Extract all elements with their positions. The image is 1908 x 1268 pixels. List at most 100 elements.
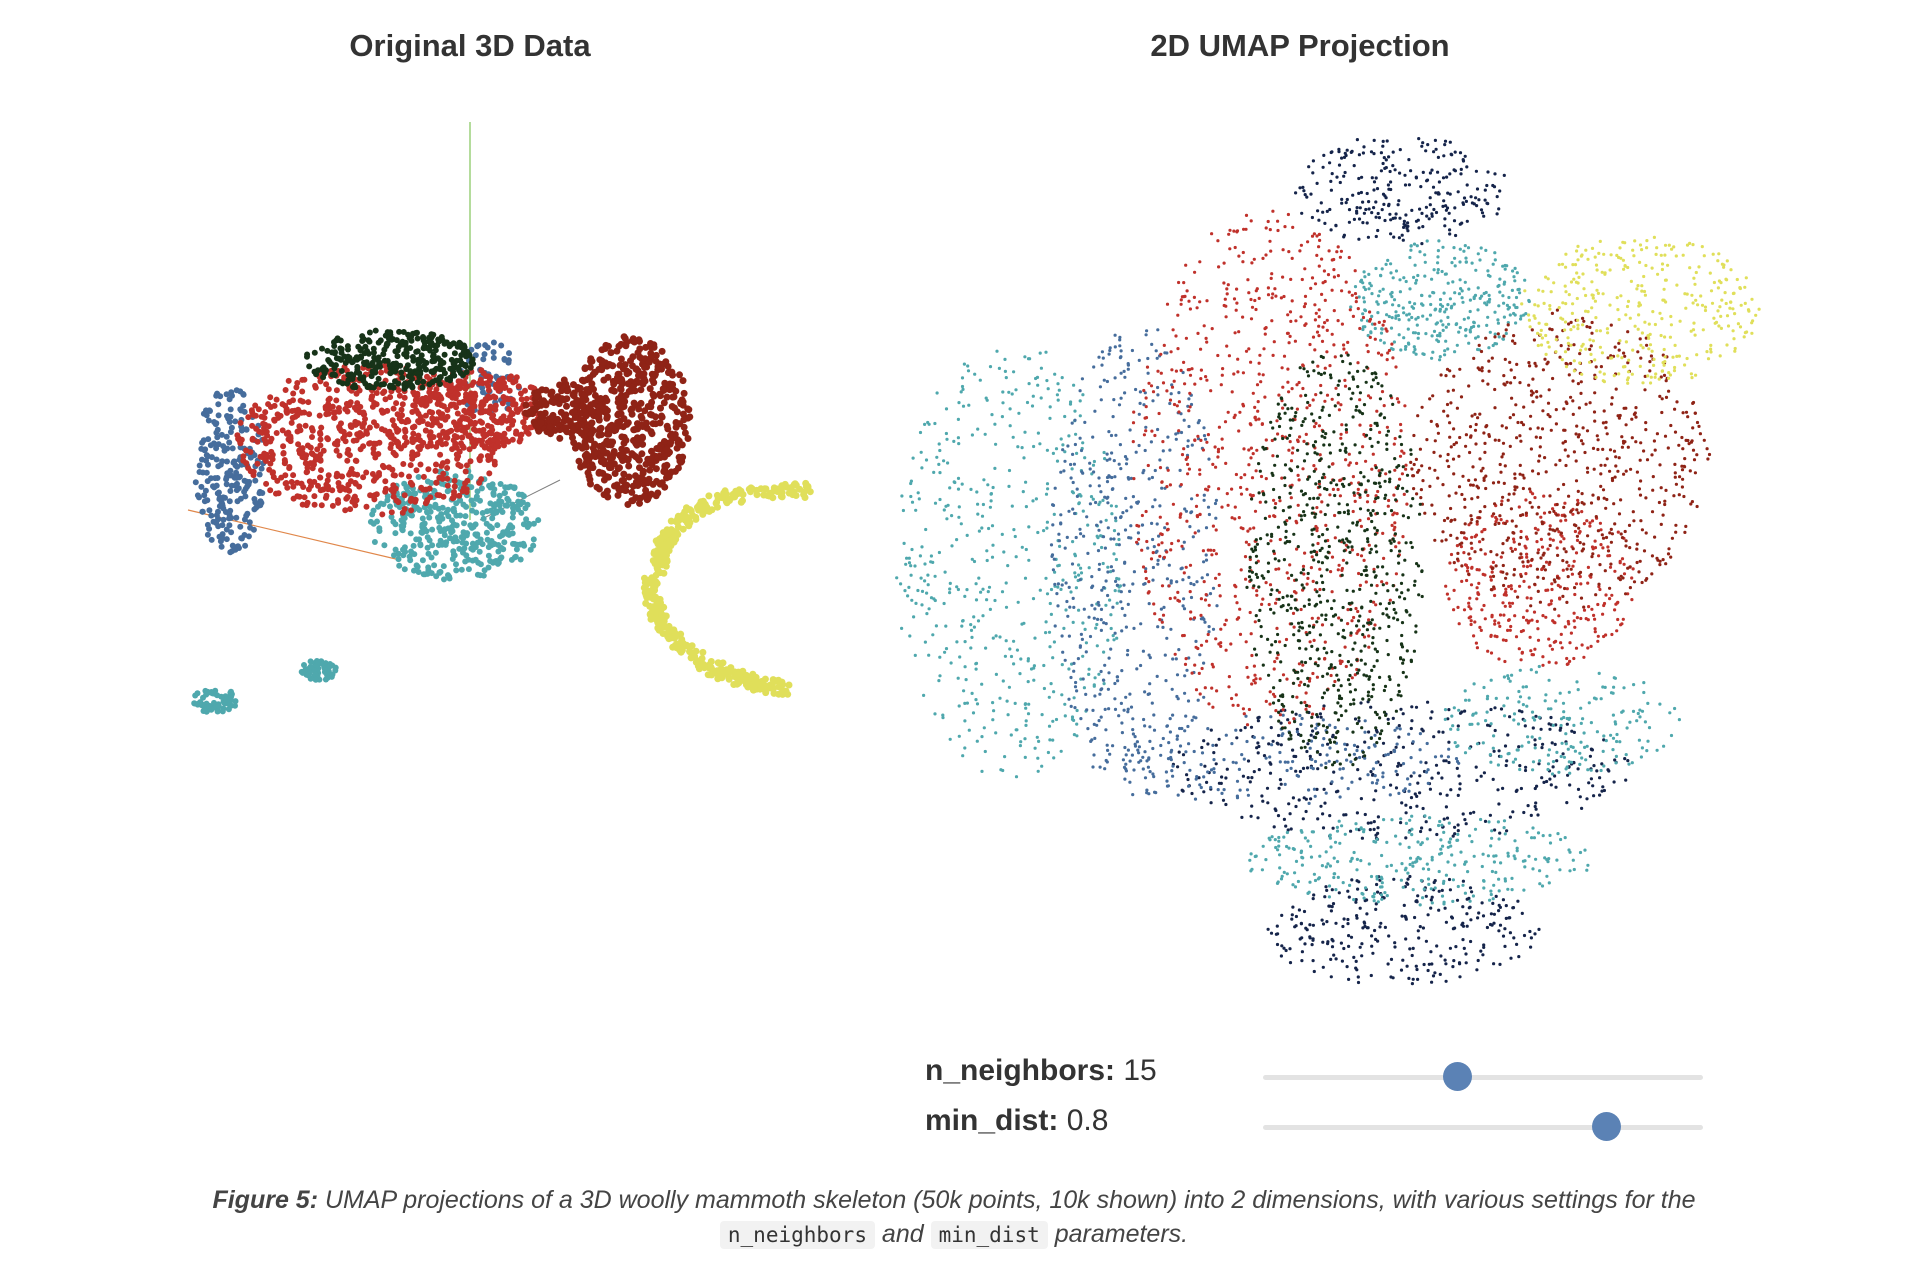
data-point <box>294 412 301 419</box>
data-point <box>501 539 508 546</box>
data-point <box>1464 961 1468 965</box>
data-point <box>1370 211 1374 215</box>
data-point <box>242 485 249 492</box>
data-point <box>1502 173 1506 177</box>
data-point <box>388 441 395 448</box>
data-point <box>1515 942 1519 947</box>
data-point <box>1355 914 1359 918</box>
data-point <box>1534 801 1538 805</box>
data-point <box>1277 786 1281 790</box>
data-point <box>1406 221 1410 225</box>
data-point <box>654 540 662 548</box>
data-point <box>1203 764 1207 768</box>
data-point <box>387 384 393 390</box>
data-point <box>1376 826 1380 830</box>
data-point <box>365 362 372 369</box>
data-point <box>1347 208 1352 212</box>
data-point <box>413 398 420 405</box>
data-point <box>459 360 465 367</box>
data-point <box>1354 959 1358 964</box>
data-point <box>1469 939 1473 944</box>
data-point <box>490 491 497 498</box>
data-point <box>279 427 286 434</box>
data-point <box>413 467 420 474</box>
data-point <box>523 516 530 523</box>
data-point <box>418 352 425 359</box>
data-point <box>629 383 636 391</box>
data-point <box>344 486 350 493</box>
data-point <box>330 349 337 356</box>
data-point <box>1311 923 1315 927</box>
data-point <box>345 371 352 378</box>
data-point <box>1310 943 1314 947</box>
data-point <box>1321 812 1325 816</box>
data-point <box>336 408 343 415</box>
data-point <box>403 366 410 373</box>
data-point <box>490 393 497 400</box>
data-point <box>1492 912 1496 916</box>
data-point <box>233 469 240 476</box>
data-point <box>1568 783 1572 787</box>
data-point <box>498 554 505 561</box>
data-point <box>1436 170 1440 174</box>
data-point <box>652 465 660 473</box>
data-point <box>1508 931 1512 935</box>
data-point <box>1520 911 1524 916</box>
data-point <box>309 434 315 440</box>
data-point <box>1441 176 1446 180</box>
data-point <box>350 471 357 477</box>
data-point <box>207 408 213 414</box>
data-point <box>311 461 317 468</box>
data-point <box>468 484 475 491</box>
data-point <box>630 426 638 434</box>
data-point <box>338 484 345 491</box>
data-point <box>1472 810 1476 814</box>
data-point <box>1455 898 1460 902</box>
data-point <box>1369 973 1373 978</box>
mammoth-3d-scatter-plot[interactable] <box>160 110 880 830</box>
data-point <box>215 523 222 530</box>
data-point <box>1458 222 1462 226</box>
data-point <box>373 390 380 396</box>
data-point <box>581 365 589 373</box>
data-point <box>517 556 524 563</box>
data-point <box>1346 889 1350 893</box>
data-point <box>218 543 225 550</box>
data-point <box>460 501 467 508</box>
data-point <box>495 433 502 440</box>
data-point <box>649 607 657 615</box>
data-point <box>1456 190 1460 194</box>
data-point <box>1221 798 1226 802</box>
data-point <box>336 452 343 459</box>
umap-2d-scatter-plot[interactable] <box>880 100 1780 1000</box>
data-point <box>619 451 627 459</box>
data-point <box>1508 715 1512 719</box>
data-point <box>1311 937 1315 941</box>
data-point <box>1257 715 1261 719</box>
data-point <box>1447 740 1451 744</box>
data-point <box>509 524 516 531</box>
data-point <box>1309 192 1313 196</box>
data-point <box>663 551 670 559</box>
data-point <box>1410 208 1414 212</box>
data-point <box>1305 766 1310 770</box>
data-point <box>486 470 493 477</box>
data-point <box>1533 804 1537 809</box>
data-point <box>199 508 206 515</box>
data-point <box>617 355 625 363</box>
data-point <box>359 423 366 430</box>
data-point <box>700 661 708 669</box>
data-point <box>1460 710 1464 714</box>
data-point <box>1458 962 1462 966</box>
data-point <box>1290 913 1294 917</box>
data-point <box>603 414 611 422</box>
data-point <box>319 345 325 352</box>
data-point <box>1561 752 1565 756</box>
data-point <box>622 436 630 444</box>
data-point <box>415 474 422 480</box>
data-point <box>1398 148 1402 152</box>
data-point <box>398 445 404 452</box>
data-point <box>657 404 664 412</box>
data-point <box>1323 221 1327 225</box>
data-point <box>721 669 729 677</box>
